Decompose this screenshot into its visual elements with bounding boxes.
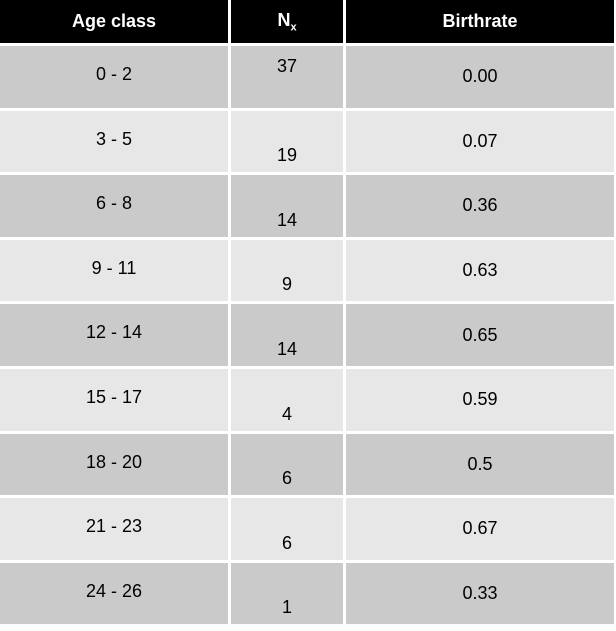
cell-age-class: 15 - 17 (0, 368, 231, 434)
table-row: 6 - 8 14 0.36 (0, 175, 614, 240)
cell-birthrate: 0.65 (346, 304, 614, 369)
cell-age-class: 9 - 11 (0, 239, 231, 305)
cell-age-class: 24 - 26 (0, 562, 231, 628)
header-birthrate: Birthrate (346, 0, 614, 46)
cell-birthrate: 0.63 (346, 239, 614, 305)
cell-birthrate: 0.5 (346, 433, 614, 499)
cell-nx: 14 (231, 304, 346, 369)
header-row: Age class Nx Birthrate (0, 0, 614, 46)
cell-nx: 6 (231, 498, 346, 563)
header-nx-main: N (277, 9, 291, 30)
cell-age-class: 21 - 23 (0, 498, 231, 563)
cell-nx: 1 (231, 562, 346, 628)
cell-birthrate: 0.36 (346, 175, 614, 240)
cell-birthrate: 0.67 (346, 498, 614, 563)
cell-age-class: 3 - 5 (0, 110, 231, 176)
header-nx: Nx (231, 0, 346, 46)
cell-age-class: 0 - 2 (0, 46, 231, 111)
header-nx-subscript: x (290, 21, 297, 34)
cell-age-class: 18 - 20 (0, 433, 231, 499)
header-age-class: Age class (0, 0, 231, 46)
table-row: 24 - 26 1 0.33 (0, 562, 614, 628)
table-row: 3 - 5 19 0.07 (0, 110, 614, 176)
cell-birthrate: 0.07 (346, 110, 614, 176)
cell-age-class: 12 - 14 (0, 304, 231, 369)
cell-nx: 6 (231, 433, 346, 499)
table-row: 12 - 14 14 0.65 (0, 304, 614, 369)
table-row: 15 - 17 4 0.59 (0, 368, 614, 434)
cell-birthrate: 0.00 (346, 46, 614, 111)
cell-age-class: 6 - 8 (0, 175, 231, 240)
table-row: 18 - 20 6 0.5 (0, 433, 614, 499)
cell-birthrate: 0.33 (346, 562, 614, 628)
cell-nx: 9 (231, 239, 346, 305)
cell-birthrate: 0.59 (346, 368, 614, 434)
table-row: 0 - 2 37 0.00 (0, 46, 614, 111)
cell-nx: 14 (231, 175, 346, 240)
cell-nx: 4 (231, 368, 346, 434)
cell-nx: 37 (231, 46, 346, 111)
cell-nx: 19 (231, 110, 346, 176)
table-row: 9 - 11 9 0.63 (0, 239, 614, 305)
table-row: 21 - 23 6 0.67 (0, 498, 614, 563)
